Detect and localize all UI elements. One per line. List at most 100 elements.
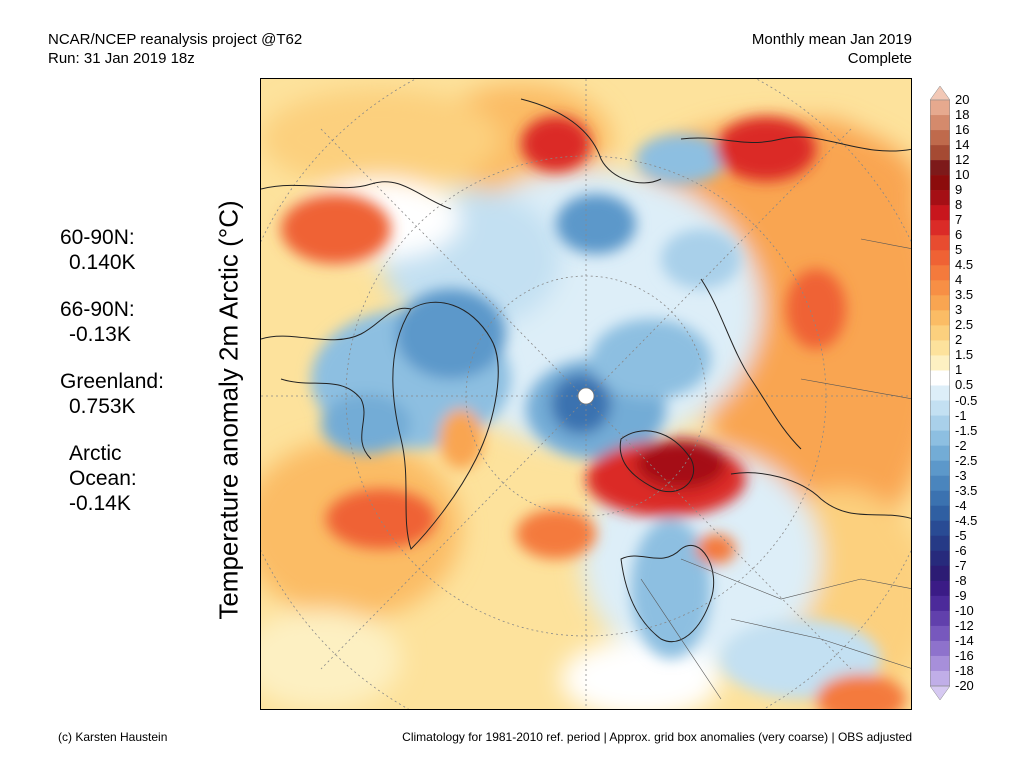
colorbar [930, 86, 950, 700]
north-pole-marker [577, 387, 595, 405]
colorbar-min-arrow [930, 685, 950, 700]
colorbar-cell [930, 610, 950, 627]
colorbar-cell [930, 100, 950, 116]
colorbar-tick-label: -16 [955, 647, 974, 663]
colorbar-tick-label: 12 [955, 152, 970, 168]
colorbar-tick-label: -4.5 [955, 512, 978, 528]
header-left: NCAR/NCEP reanalysis project @T62 Run: 3… [48, 30, 302, 68]
colorbar-cell [930, 205, 950, 221]
colorbar-tick-label: 1 [955, 362, 963, 378]
copyright: (c) Karsten Haustein [58, 730, 168, 744]
stat-60-90n: 60-90N: 0.140K [60, 225, 164, 275]
colorbar-cell [930, 655, 950, 672]
stat-value: -0.13K [69, 323, 131, 346]
colorbar-cell [930, 385, 950, 401]
colorbar-cell [930, 310, 950, 326]
colorbar-tick-label: -1 [955, 407, 967, 423]
colorbar-tick-label: -14 [955, 632, 974, 648]
colorbar-tick-label: -10 [955, 602, 974, 618]
colorbar-cell [930, 580, 950, 597]
stat-value: -0.14K [69, 492, 131, 515]
colorbar-cell [930, 430, 950, 446]
colorbar-tick-label: 16 [955, 122, 970, 138]
colorbar-tick-label: -8 [955, 572, 967, 588]
colorbar-tick-label: -7 [955, 557, 967, 573]
colorbar-tick-label: 1.5 [955, 347, 974, 363]
colorbar-cell [930, 460, 950, 476]
colorbar-tick-label: -0.5 [955, 392, 978, 408]
stat-66-90n: 66-90N: -0.13K [60, 297, 164, 347]
stat-label: Greenland: [60, 370, 164, 393]
colorbar-cell [930, 325, 950, 341]
borders [640, 238, 911, 700]
colorbar-tick-label: 10 [955, 167, 970, 183]
colorbar-tick-label: -20 [955, 678, 974, 693]
colorbar-tick-label: -2 [955, 437, 967, 453]
colorbar-cell [930, 250, 950, 266]
colorbar-cell [930, 295, 950, 311]
colorbar-tick-label: 8 [955, 197, 963, 213]
coastlines [261, 98, 911, 643]
colorbar-max-arrow [930, 86, 950, 101]
colorbar-tick-label: -3 [955, 467, 967, 483]
stat-label: Arctic [69, 442, 122, 465]
colorbar-tick-label: 18 [955, 107, 970, 123]
colorbar-cell [930, 625, 950, 642]
y-axis-title: Temperature anomaly 2m Arctic (°C) [213, 200, 244, 620]
footnote: Climatology for 1981-2010 ref. period | … [402, 730, 912, 744]
colorbar-cell [930, 145, 950, 161]
colorbar-cell [930, 490, 950, 506]
colorbar-tick-label: 6 [955, 227, 963, 243]
stat-greenland: Greenland: 0.753K [60, 369, 164, 419]
colorbar-cell [930, 505, 950, 522]
arctic-anomaly-map [260, 78, 912, 710]
colorbar-cell [930, 235, 950, 251]
colorbar-tick-label: -5 [955, 527, 967, 543]
stat-label: 60-90N: [60, 226, 135, 249]
colorbar-cell [930, 340, 950, 356]
colorbar-cell [930, 115, 950, 131]
colorbar-cell [930, 220, 950, 236]
colorbar-tick-label: -4 [955, 497, 967, 513]
colorbar-tick-label: 2 [955, 332, 963, 348]
colorbar-tick-label: 0.5 [955, 377, 974, 393]
period-title: Monthly mean Jan 2019 [751, 31, 912, 48]
colorbar-tick-label: 20 [955, 92, 970, 107]
stats-panel: 60-90N: 0.140K 66-90N: -0.13K Greenland:… [60, 225, 164, 538]
colorbar-cell [930, 370, 950, 386]
stat-value: 0.140K [69, 251, 136, 274]
colorbar-cell [930, 565, 950, 582]
colorbar-tick-label: 14 [955, 137, 970, 153]
colorbar-cell [930, 175, 950, 191]
colorbar-cell [930, 355, 950, 371]
colorbar-tick-label: -6 [955, 542, 967, 558]
colorbar-tick-label: -3.5 [955, 482, 978, 498]
colorbar-cell [930, 535, 950, 552]
colorbar-cell [930, 640, 950, 657]
colorbar-tick-label: 3.5 [955, 287, 974, 303]
stat-value: 0.753K [69, 395, 136, 418]
colorbar-tick-label: -18 [955, 662, 974, 678]
colorbar-cell [930, 160, 950, 176]
colorbar-tick-label: -1.5 [955, 422, 978, 438]
anomaly-field [261, 79, 911, 709]
colorbar-tick-label: 3 [955, 302, 963, 318]
colorbar-cell [930, 280, 950, 296]
colorbar-cell [930, 475, 950, 491]
colorbar-tick-label: 9 [955, 182, 963, 198]
colorbar-cell [930, 550, 950, 567]
colorbar-tick-label: -12 [955, 617, 974, 633]
colorbar-tick-label: 7 [955, 212, 963, 228]
colorbar-cell [930, 400, 950, 416]
colorbar-cell [930, 190, 950, 206]
colorbar-cell [930, 520, 950, 537]
header-right: Monthly mean Jan 2019 Complete [752, 30, 912, 68]
stat-label-2: Ocean: [69, 467, 137, 490]
colorbar-cell [930, 670, 950, 687]
colorbar-tick-label: 4.5 [955, 257, 974, 273]
stat-arctic-ocean: Arctic Ocean: -0.14K [60, 441, 164, 516]
colorbar-cell [930, 445, 950, 461]
colorbar-cell [930, 415, 950, 431]
run-date: Run: 31 Jan 2019 18z [48, 50, 195, 67]
colorbar-tick-label: -2.5 [955, 452, 978, 468]
